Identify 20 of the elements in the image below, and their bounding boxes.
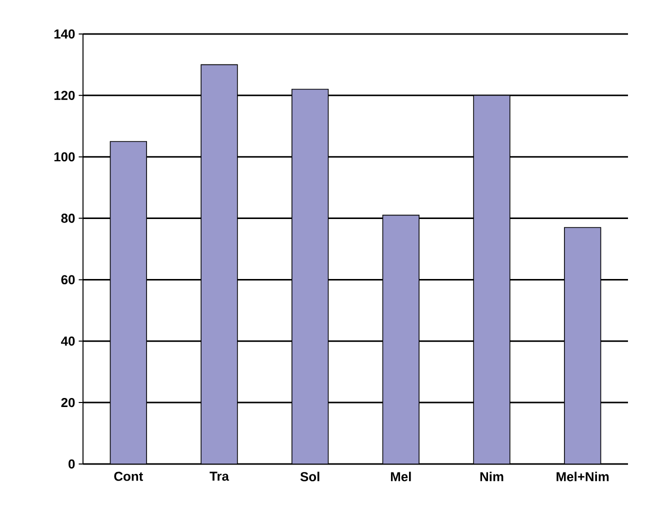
bar [473, 95, 510, 464]
y-tick-label: 140 [54, 29, 75, 39]
bar [564, 227, 602, 464]
x-tick-label: Sol [300, 472, 320, 482]
x-tick-label: Nim [480, 472, 504, 482]
y-tick-label: 100 [54, 152, 75, 162]
y-tick-label: 40 [61, 336, 75, 346]
y-tick-label: 20 [61, 398, 75, 408]
bar [382, 214, 420, 464]
bar [200, 64, 238, 464]
bar [110, 141, 147, 464]
bar [292, 88, 329, 464]
y-tick-label: 60 [61, 275, 75, 284]
y-tick-label: 120 [54, 90, 75, 100]
x-tick-label: Mel [390, 472, 411, 482]
y-tick-label: 0 [68, 459, 75, 469]
x-tick-label: Mel+Nim [556, 472, 609, 482]
x-tick-label: Tra [210, 472, 230, 481]
x-tick-label: Cont [114, 472, 144, 481]
y-tick-label: 80 [61, 214, 75, 223]
